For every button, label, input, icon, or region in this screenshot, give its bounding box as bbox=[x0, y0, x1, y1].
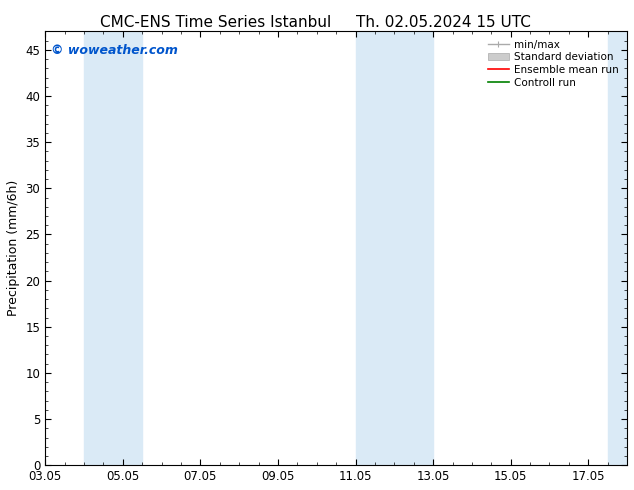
Bar bbox=[356, 31, 385, 465]
Text: Th. 02.05.2024 15 UTC: Th. 02.05.2024 15 UTC bbox=[356, 15, 531, 30]
Bar bbox=[84, 31, 113, 465]
Text: CMC-ENS Time Series Istanbul: CMC-ENS Time Series Istanbul bbox=[100, 15, 331, 30]
Bar bbox=[113, 31, 142, 465]
Bar bbox=[607, 31, 627, 465]
Bar bbox=[385, 31, 433, 465]
Text: © woweather.com: © woweather.com bbox=[51, 45, 178, 57]
Legend: min/max, Standard deviation, Ensemble mean run, Controll run: min/max, Standard deviation, Ensemble me… bbox=[485, 37, 622, 91]
Y-axis label: Precipitation (mm/6h): Precipitation (mm/6h) bbox=[7, 180, 20, 317]
